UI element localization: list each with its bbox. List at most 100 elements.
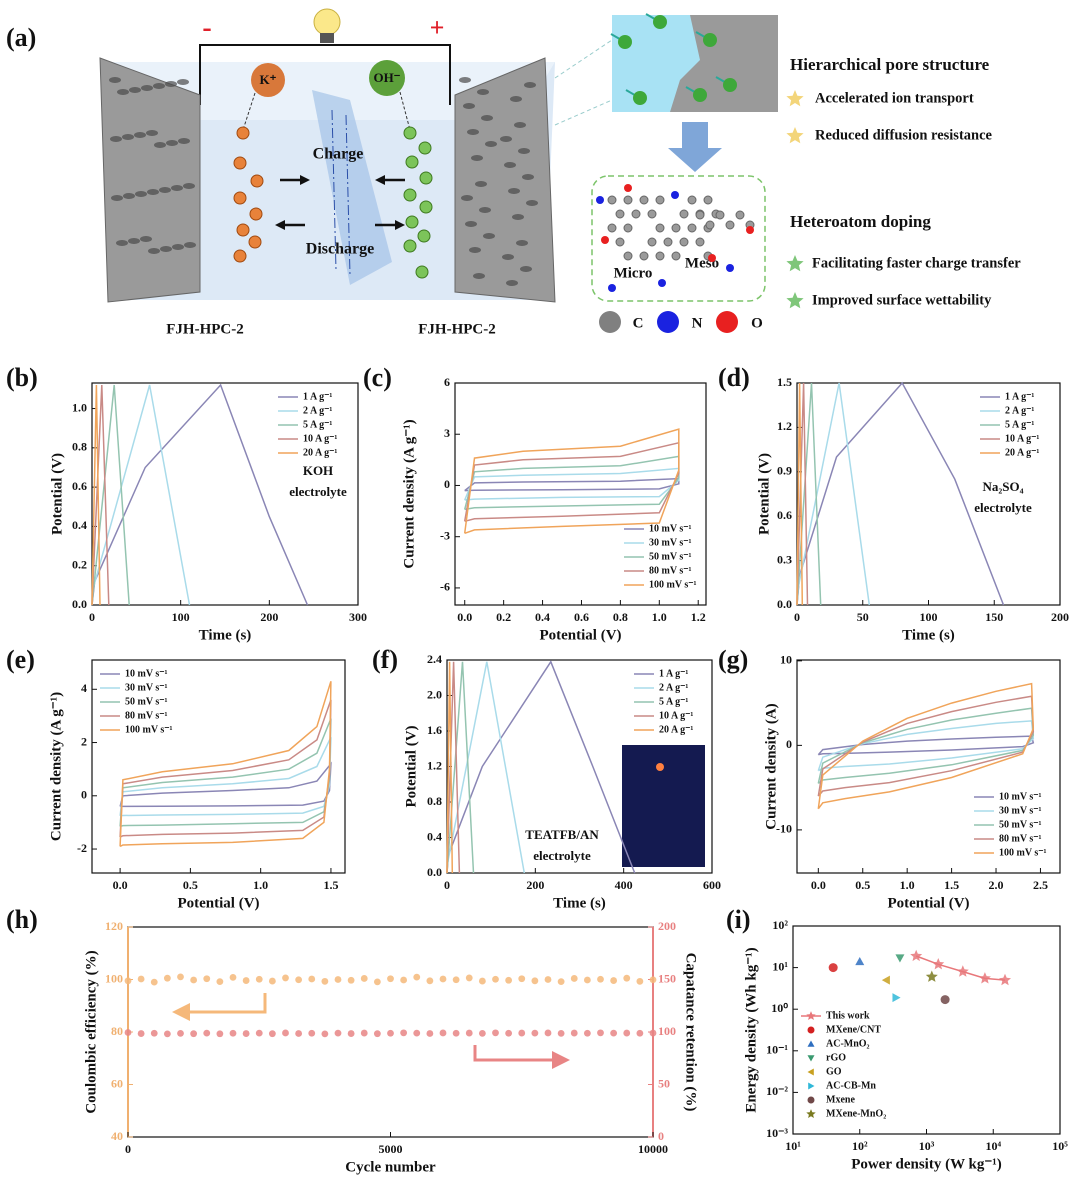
oh-ion [403, 239, 417, 253]
pore [134, 132, 146, 138]
pore [473, 273, 485, 279]
y-tick-label: 1.0 [72, 400, 87, 414]
y2-tick-label: 150 [658, 971, 676, 985]
pore [171, 185, 183, 191]
x-tick-label: 200 [526, 878, 544, 892]
point [255, 1029, 263, 1037]
point [465, 974, 473, 982]
oh-ion [403, 188, 417, 202]
y-tick-label: 10⁻³ [766, 1126, 788, 1140]
x-tick-label: 1.0 [900, 878, 915, 892]
y-axis-title: Energy density (Wh kg⁻¹) [743, 947, 759, 1112]
inset-photo [622, 745, 705, 867]
pore [165, 81, 177, 87]
point [295, 976, 303, 984]
panel-label: (i) [726, 905, 751, 934]
atom [623, 251, 633, 261]
legend-label: 30 mV s⁻¹ [649, 537, 692, 548]
x-tick-label: 0 [444, 878, 450, 892]
point [940, 995, 950, 1005]
atom [607, 195, 617, 205]
pore [141, 85, 153, 91]
point [347, 1030, 355, 1037]
x-tick-label: 1.0 [253, 878, 268, 892]
hetero-atom [608, 284, 616, 292]
point [150, 1029, 158, 1037]
x-tick-label: 0 [89, 610, 95, 624]
chart-panel: (i) 10¹ 10² 10³ 10⁴ 10⁵ 10⁻³ 10⁻² 10⁻¹ 10⁰ 10¹ 10² P… [726, 905, 1068, 1172]
legend-label: rGO [826, 1052, 846, 1063]
legend-label: 50 mV s⁻¹ [999, 819, 1042, 830]
pore-ion [723, 78, 737, 92]
point [505, 976, 513, 984]
point [465, 1029, 473, 1037]
y-tick-label: -2 [77, 841, 87, 855]
x-tick-label: 1.0 [652, 610, 667, 624]
series-line [446, 661, 454, 874]
atom [679, 237, 689, 247]
series-line [446, 661, 461, 874]
atom [715, 210, 725, 220]
point [216, 1030, 224, 1038]
point [321, 977, 329, 985]
series-line [796, 382, 809, 606]
pore [111, 195, 123, 201]
pore [526, 200, 538, 206]
legend-label: 10 A g⁻¹ [659, 710, 693, 721]
cell-top [110, 62, 555, 120]
hetero-atom [746, 226, 754, 234]
series-line [464, 477, 680, 492]
point [334, 976, 342, 983]
point [570, 1029, 578, 1037]
pore [469, 247, 481, 253]
bullet-text: Improved surface wettability [812, 292, 992, 308]
x-tick-label: 0 [125, 1142, 131, 1156]
x-tick-label: 0.0 [113, 878, 128, 892]
separator-line [345, 114, 351, 276]
charge-label: Charge [313, 146, 364, 163]
legend-label: 100 mV s⁻¹ [649, 579, 697, 590]
y-tick-label: 80 [111, 1024, 123, 1038]
point [932, 958, 945, 970]
y-tick-label: 10¹ [772, 959, 788, 973]
x-tick-label: 100 [920, 610, 938, 624]
point [570, 975, 578, 982]
series-line [796, 382, 871, 606]
y-tick-label: 10 [780, 653, 792, 667]
bulb-base [320, 33, 334, 43]
y-tick-label: 10⁻² [766, 1084, 788, 1098]
pore [481, 115, 493, 121]
atom [647, 237, 657, 247]
x-axis-title: Power density (W kg⁻¹) [851, 1156, 1002, 1172]
x-tick-label: 0.5 [855, 878, 870, 892]
point [807, 1096, 815, 1104]
leader [399, 91, 411, 131]
pore [184, 242, 196, 248]
point [413, 973, 421, 981]
y-tick-label: 0.0 [427, 865, 442, 879]
point [308, 975, 316, 983]
legend-label: 100 mV s⁻¹ [999, 847, 1047, 858]
plot-frame [796, 659, 1061, 874]
ion-arrow-head [395, 220, 405, 230]
schematic: (a) - + K⁺ OH⁻ Charge Discharge FJH-HPC-… [6, 8, 1021, 1069]
bullet-star [786, 292, 804, 309]
pore [153, 83, 165, 89]
point [610, 977, 618, 984]
point [505, 1029, 513, 1037]
point [137, 975, 145, 983]
oh-ion [405, 155, 419, 169]
point [807, 1040, 815, 1047]
x-tick-label: 10¹ [785, 1139, 801, 1153]
point [413, 1029, 421, 1037]
plus-sign: + [430, 13, 445, 42]
point [649, 976, 657, 984]
leader [242, 92, 256, 131]
pore [475, 181, 487, 187]
series-line [91, 384, 191, 606]
x-tick-label: 10² [852, 1139, 868, 1153]
x-tick-label: 0.6 [574, 610, 589, 624]
atom [695, 237, 705, 247]
pore [172, 244, 184, 250]
